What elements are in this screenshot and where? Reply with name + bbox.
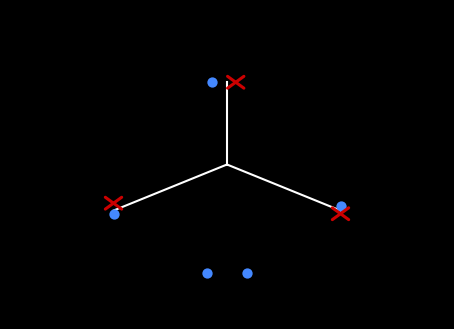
Point: [203, 270, 210, 276]
Point: [209, 80, 216, 85]
Point: [337, 204, 344, 209]
Point: [110, 211, 117, 216]
Point: [244, 270, 251, 276]
